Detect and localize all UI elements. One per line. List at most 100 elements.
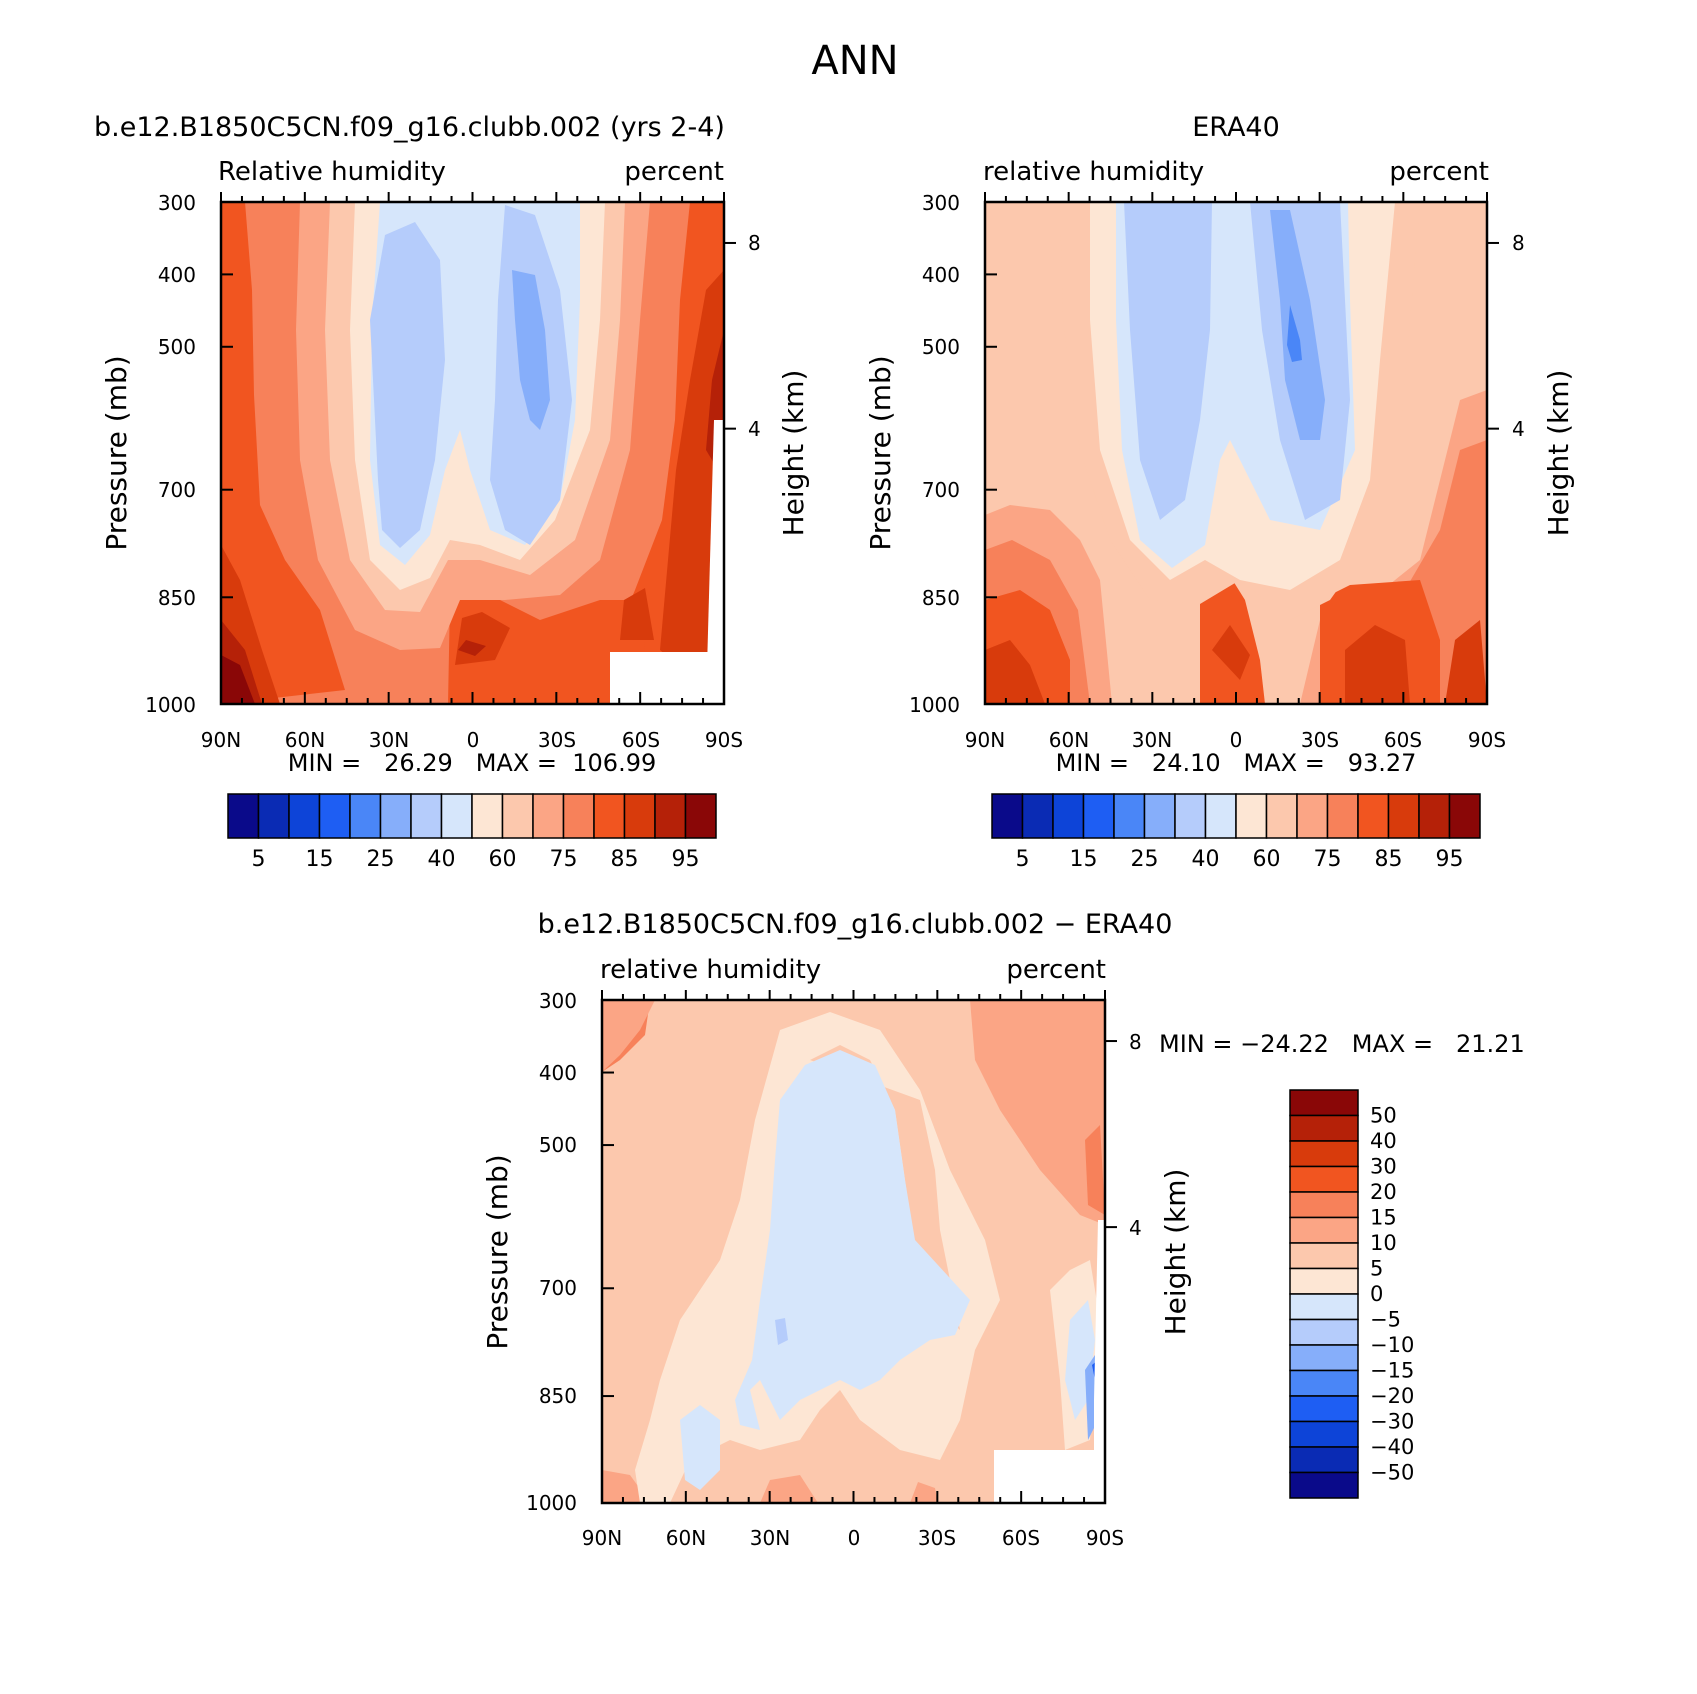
panel-model-right-label: percent bbox=[624, 157, 724, 187]
colorbar-swatch bbox=[532, 793, 565, 839]
colorbar-swatch bbox=[1357, 793, 1390, 839]
panel-model: b.e12.B1850C5CN.f09_g16.clubb.002 (yrs 2… bbox=[94, 112, 810, 872]
colorbar-label: 85 bbox=[611, 847, 639, 872]
panel-observation-stats: MIN = 24.10 MAX = 93.27 bbox=[1056, 749, 1417, 777]
x-tick-label: 90S bbox=[1086, 1526, 1124, 1550]
y-tick-label: 850 bbox=[539, 1384, 577, 1408]
y-tick-label: 700 bbox=[158, 478, 196, 502]
y-tick-label: 1000 bbox=[145, 693, 196, 717]
y-tick-label: 500 bbox=[158, 335, 196, 359]
colorbar-swatch bbox=[1289, 1140, 1359, 1168]
colorbar-label: 75 bbox=[1314, 847, 1342, 872]
y-tick-label: 1000 bbox=[909, 693, 960, 717]
colorbar-swatch bbox=[471, 793, 504, 839]
panel-observation-right-label: percent bbox=[1389, 157, 1489, 187]
panel-model-left-label: Relative humidity bbox=[218, 157, 446, 187]
panel-model-colorbar: 5 15 25 40 60 75 85 95 bbox=[227, 793, 717, 872]
colorbar-swatch bbox=[1113, 793, 1146, 839]
panel-observation-y-axis: 300 400 500 700 850 1000 Pressure (mb) bbox=[864, 191, 960, 717]
colorbar-label: −40 bbox=[1370, 1435, 1414, 1459]
colorbar-swatch bbox=[1289, 1165, 1359, 1193]
y-tick-label: 700 bbox=[539, 1276, 577, 1300]
x-tick-label: 60S bbox=[1384, 728, 1422, 752]
x-tick-label: 0 bbox=[1230, 728, 1243, 752]
panel-difference-contour-field bbox=[602, 1000, 1105, 1503]
x-tick-label: 30N bbox=[750, 1526, 790, 1550]
colorbar-swatch bbox=[1289, 1242, 1359, 1270]
x-tick-label: 30S bbox=[1301, 728, 1339, 752]
colorbar-label: 0 bbox=[1370, 1282, 1383, 1306]
colorbar-swatch bbox=[1289, 1471, 1359, 1499]
colorbar-label: 40 bbox=[1192, 847, 1220, 872]
colorbar-swatch bbox=[1289, 1420, 1359, 1448]
colorbar-swatch bbox=[1296, 793, 1329, 839]
panel-observation-x-axis: 90N 60N 30N 0 30S 60S 90S bbox=[965, 728, 1506, 752]
colorbar-swatch bbox=[991, 793, 1024, 839]
colorbar-swatch bbox=[623, 793, 656, 839]
panel-model-stats: MIN = 26.29 MAX = 106.99 bbox=[288, 749, 657, 777]
colorbar-swatch bbox=[1289, 1446, 1359, 1474]
panel-observation-title: ERA40 bbox=[1192, 112, 1280, 143]
colorbar-label: 40 bbox=[428, 847, 456, 872]
panel-difference-stats: MIN = −24.22 MAX = 21.21 bbox=[1159, 1030, 1525, 1058]
y2-tick-label: 4 bbox=[1512, 417, 1525, 441]
colorbar-swatch bbox=[1265, 793, 1298, 839]
y2-axis-title: Height (km) bbox=[777, 370, 810, 537]
x-tick-label: 60S bbox=[622, 728, 660, 752]
y-tick-label: 400 bbox=[922, 263, 960, 287]
axis-ticks bbox=[220, 192, 1499, 1504]
panel-observation-left-label: relative humidity bbox=[983, 157, 1204, 187]
colorbar-swatch bbox=[1174, 793, 1207, 839]
y-tick-label: 700 bbox=[922, 478, 960, 502]
colorbar-swatch bbox=[1289, 1344, 1359, 1372]
colorbar-swatch bbox=[349, 793, 382, 839]
y2-axis-title: Height (km) bbox=[1542, 370, 1575, 537]
y2-tick-label: 4 bbox=[1129, 1216, 1142, 1240]
y2-tick-label: 8 bbox=[748, 231, 761, 255]
y-tick-label: 300 bbox=[158, 191, 196, 215]
colorbar-label: 85 bbox=[1375, 847, 1403, 872]
panel-model-title: b.e12.B1850C5CN.f09_g16.clubb.002 (yrs 2… bbox=[94, 112, 725, 143]
x-tick-label: 90S bbox=[1468, 728, 1506, 752]
y-tick-label: 850 bbox=[922, 586, 960, 610]
y2-tick-label: 8 bbox=[1512, 231, 1525, 255]
colorbar-label: 50 bbox=[1370, 1104, 1397, 1128]
x-tick-label: 60N bbox=[666, 1526, 706, 1550]
y-tick-label: 300 bbox=[539, 989, 577, 1013]
colorbar-label: 40 bbox=[1370, 1129, 1397, 1153]
panel-model-x-axis: 90N 60N 30N 0 30S 60S 90S bbox=[201, 728, 743, 752]
colorbar-label: 10 bbox=[1370, 1231, 1397, 1255]
colorbar-label: 15 bbox=[306, 847, 334, 872]
panel-difference-left-label: relative humidity bbox=[600, 955, 821, 985]
colorbar-label: 5 bbox=[1016, 847, 1030, 872]
colorbar-swatch bbox=[410, 793, 443, 839]
colorbar-swatch bbox=[318, 793, 351, 839]
panel-model-y2-axis: 8 4 Height (km) bbox=[748, 231, 810, 536]
colorbar-swatch bbox=[257, 793, 290, 839]
panel-model-contour-field bbox=[221, 202, 724, 704]
colorbar-swatch bbox=[501, 793, 534, 839]
colorbar-swatch bbox=[1289, 1089, 1359, 1117]
colorbar-swatch bbox=[1143, 793, 1176, 839]
x-tick-label: 0 bbox=[848, 1526, 861, 1550]
panel-difference-y2-axis: 8 4 Height (km) bbox=[1129, 1030, 1192, 1335]
y-tick-label: 500 bbox=[922, 335, 960, 359]
y-tick-label: 850 bbox=[158, 586, 196, 610]
x-tick-label: 0 bbox=[467, 728, 480, 752]
y-axis-title: Pressure (mb) bbox=[481, 1154, 514, 1349]
colorbar-swatch bbox=[1289, 1293, 1359, 1321]
panel-difference-y-axis: 300 400 500 700 850 1000 Pressure (mb) bbox=[481, 989, 577, 1515]
y-tick-label: 1000 bbox=[526, 1491, 577, 1515]
colorbar-swatch bbox=[1326, 793, 1359, 839]
colorbar-swatch bbox=[562, 793, 595, 839]
colorbar-swatch bbox=[1021, 793, 1054, 839]
colorbar-swatch bbox=[1387, 793, 1420, 839]
x-tick-label: 60N bbox=[1049, 728, 1089, 752]
x-tick-label: 90N bbox=[582, 1526, 622, 1550]
colorbar-label: 15 bbox=[1070, 847, 1098, 872]
colorbar-swatch bbox=[1448, 793, 1481, 839]
colorbar-label: −20 bbox=[1370, 1384, 1414, 1408]
colorbar-swatch bbox=[288, 793, 321, 839]
panel-observation-colorbar: 5 15 25 40 60 75 85 95 bbox=[991, 793, 1481, 872]
colorbar-swatch bbox=[1204, 793, 1237, 839]
